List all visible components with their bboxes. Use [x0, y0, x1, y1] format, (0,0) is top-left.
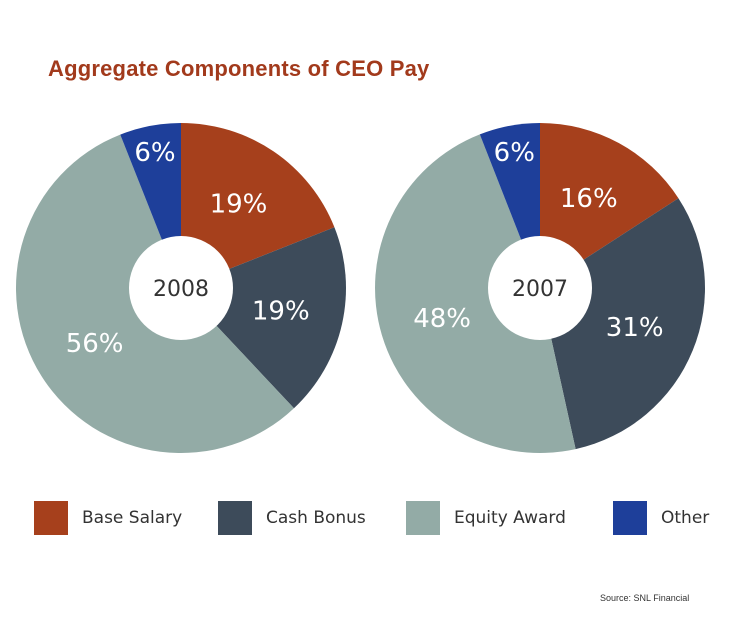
legend: Base Salary Cash Bonus Equity Award Othe… [0, 500, 740, 540]
legend-item-cash-bonus: Cash Bonus [218, 500, 366, 536]
pie-2008: 19% 19% 56% 6% 2008 [15, 123, 346, 454]
pie-2007: 16% 31% 48% 6% 2007 [375, 123, 705, 453]
legend-label-other: Other [661, 508, 710, 528]
center-hole-2007 [488, 236, 592, 340]
legend-label-equity-award: Equity Award [454, 508, 566, 528]
slice-2007-base-salary [540, 123, 679, 288]
label-2007-cash-bonus: 31% [606, 313, 664, 343]
slice-2008-base-salary [181, 123, 335, 288]
legend-swatch-base-salary [34, 501, 68, 535]
center-hole-2008 [129, 236, 233, 340]
legend-item-equity-award: Equity Award [406, 500, 566, 536]
legend-label-base-salary: Base Salary [82, 508, 183, 528]
legend-label-cash-bonus: Cash Bonus [266, 508, 366, 528]
label-2007-other: 6% [494, 138, 535, 168]
slice-2007-equity-award [375, 134, 576, 453]
source-note: Source: SNL Financial [600, 593, 690, 603]
legend-item-other: Other [613, 500, 709, 536]
center-label-2007: 2007 [512, 277, 568, 302]
legend-swatch-equity-award [406, 501, 440, 535]
label-2008-cash-bonus: 19% [252, 296, 310, 326]
slice-2007-cash-bonus [540, 198, 705, 450]
label-2008-other: 6% [134, 138, 175, 168]
legend-swatch-cash-bonus [218, 501, 252, 535]
label-2007-base-salary: 16% [560, 184, 618, 214]
chart-title: Aggregate Components of CEO Pay [48, 56, 430, 81]
label-2008-equity-award: 56% [66, 329, 124, 359]
legend-item-base-salary: Base Salary [34, 500, 182, 536]
legend-swatch-other [613, 501, 647, 535]
label-2008-base-salary: 19% [210, 189, 268, 219]
label-2007-equity-award: 48% [413, 304, 471, 334]
center-label-2008: 2008 [153, 277, 209, 302]
